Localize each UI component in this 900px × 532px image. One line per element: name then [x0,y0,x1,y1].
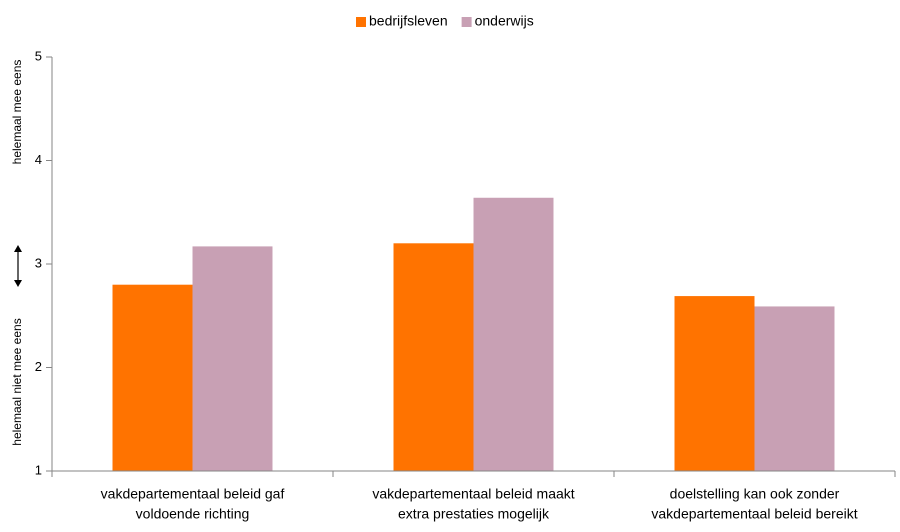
bar [754,306,835,471]
y-tick-label: 1 [35,462,42,477]
legend-swatch [461,17,472,27]
legend-label: bedrijfsleven [369,13,448,29]
x-tick-label: vakdepartementaal beleid maakt [372,486,574,502]
x-tick-label: vakdepartementaal beleid bereikt [651,506,857,522]
y-tick-label: 4 [35,152,42,167]
bar [192,246,273,471]
y-label-top: helemaal mee eens [10,60,24,165]
bar [473,197,554,471]
x-tick-label: doelstelling kan ook zonder [670,486,840,502]
x-tick-label: voldoende richting [136,506,250,522]
y-tick-label: 2 [35,359,42,374]
bar [674,296,755,471]
x-tick-label: vakdepartementaal beleid gaf [101,486,285,502]
bar [393,243,474,471]
y-tick-label: 3 [35,255,42,270]
bar [112,284,193,471]
y-tick-label: 5 [35,48,42,63]
x-tick-label: extra prestaties mogelijk [398,506,550,522]
y-arrow [14,245,22,287]
y-label-bottom: helemaal niet mee eens [10,318,24,445]
legend-label: onderwijs [475,13,534,29]
legend-swatch [356,17,366,27]
